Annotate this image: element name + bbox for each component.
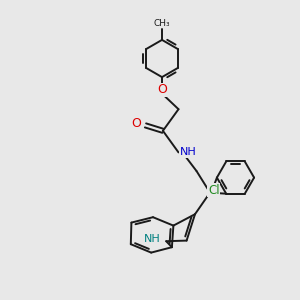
Text: NH: NH [180,147,197,158]
Text: O: O [131,117,141,130]
Text: Cl: Cl [208,184,220,197]
Text: NH: NH [144,234,161,244]
Text: CH₃: CH₃ [154,19,170,28]
Text: O: O [157,83,167,96]
